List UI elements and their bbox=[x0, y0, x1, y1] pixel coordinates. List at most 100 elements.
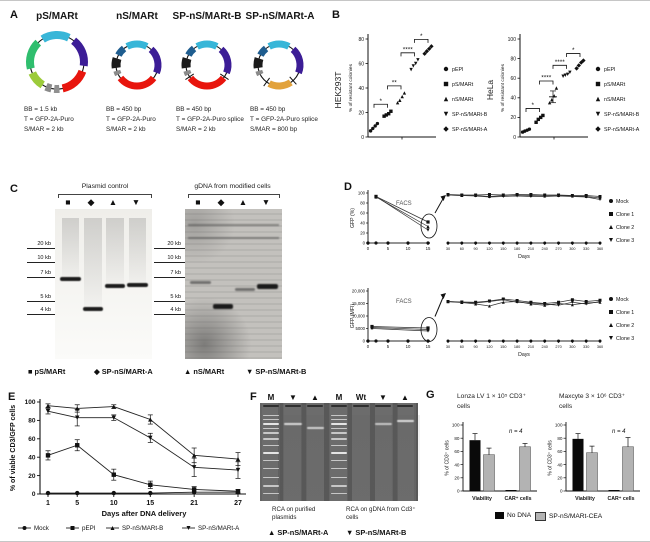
plasmid-title: SP-nS/MARt-B bbox=[168, 11, 246, 22]
svg-text:300: 300 bbox=[569, 345, 575, 349]
gel-smear bbox=[301, 415, 329, 496]
svg-text:nS/MARt: nS/MARt bbox=[604, 97, 626, 103]
lane-label: ▲ bbox=[397, 393, 413, 402]
svg-text:0: 0 bbox=[361, 135, 364, 141]
svg-text:Clone 3: Clone 3 bbox=[616, 238, 634, 244]
svg-text:**: ** bbox=[392, 79, 398, 86]
plasmid-map-sp-ns-mart-a bbox=[251, 37, 307, 93]
size-marker-label: 4 kb bbox=[40, 307, 51, 313]
gel-band bbox=[353, 405, 369, 407]
svg-text:15: 15 bbox=[426, 246, 431, 251]
svg-text:% of resistant colonies: % of resistant colonies bbox=[348, 63, 354, 112]
gel-band bbox=[235, 288, 255, 291]
gel-band bbox=[263, 460, 279, 461]
svg-text:SP-nS/MARt-B: SP-nS/MARt-B bbox=[452, 112, 488, 118]
size-marker-label: 20 kb bbox=[167, 241, 181, 247]
svg-text:15,000: 15,000 bbox=[352, 301, 366, 306]
size-marker-line bbox=[27, 301, 55, 302]
gel-band bbox=[105, 284, 125, 288]
svg-text:100: 100 bbox=[452, 423, 460, 428]
svg-text:40: 40 bbox=[510, 96, 516, 102]
gel-band bbox=[263, 485, 279, 486]
gel-blot-gdna bbox=[185, 209, 282, 359]
plasmid-segment-s-mar bbox=[190, 78, 223, 86]
svg-text:240: 240 bbox=[542, 247, 548, 251]
legend-label: pS/MARt bbox=[35, 367, 66, 376]
lane-symbol: ▲ bbox=[108, 197, 118, 207]
plasmid-segment-s-mar bbox=[269, 82, 291, 86]
legend-item: ◆ SP-nS/MARt-A bbox=[94, 367, 153, 376]
legend-label: No DNA bbox=[507, 512, 531, 519]
gel-band bbox=[257, 284, 277, 289]
gel-band bbox=[83, 307, 103, 311]
size-marker-line bbox=[154, 262, 185, 263]
svg-text:Clone 2: Clone 2 bbox=[616, 225, 634, 231]
svg-text:nS/MARt: nS/MARt bbox=[452, 97, 474, 103]
svg-text:5: 5 bbox=[387, 246, 390, 251]
size-marker-line bbox=[154, 248, 185, 249]
pre-series-Mock bbox=[366, 241, 429, 244]
svg-text:Clone 3: Clone 3 bbox=[616, 336, 634, 342]
scatter-group-SP-nS/MARt-A bbox=[422, 44, 433, 56]
size-marker-label: 20 kb bbox=[37, 241, 51, 247]
plasmid-segment-element bbox=[118, 48, 124, 55]
plasmid-segment-promoter bbox=[43, 35, 69, 39]
size-marker-label: 4 kb bbox=[170, 307, 181, 313]
scatter-group-SP-nS/MARt-B bbox=[561, 71, 571, 78]
gel-band bbox=[331, 432, 347, 433]
gel-band bbox=[263, 428, 279, 429]
svg-text:n = 4: n = 4 bbox=[509, 429, 523, 435]
svg-text:Mock: Mock bbox=[34, 525, 50, 532]
scatter-group-pEPI bbox=[369, 122, 379, 133]
gel-artifact bbox=[188, 224, 279, 226]
svg-text:40: 40 bbox=[358, 86, 364, 92]
svg-text:pS/MARt: pS/MARt bbox=[452, 82, 474, 88]
legend-item: ■ pS/MARt bbox=[28, 367, 65, 376]
lane-symbol: ▼ bbox=[131, 197, 141, 207]
svg-text:60: 60 bbox=[28, 436, 36, 443]
plasmid-segment-transgene bbox=[74, 41, 84, 66]
plasmid-title: SP-nS/MARt-A bbox=[240, 11, 320, 22]
plasmid-segment-s-mar bbox=[120, 78, 153, 86]
svg-text:360: 360 bbox=[597, 247, 603, 251]
lane-label: ▼ bbox=[285, 393, 301, 402]
plasmid-segment-promoter bbox=[127, 44, 147, 46]
gel-caption: RCA on gDNA from Cd3⁺ cells bbox=[346, 506, 422, 522]
gel-band bbox=[263, 477, 279, 478]
svg-text:*: * bbox=[531, 102, 534, 109]
size-marker-line bbox=[27, 248, 55, 249]
gel-band bbox=[331, 415, 347, 416]
legend-item: ▲ SP-nS/MARt-A bbox=[268, 528, 328, 537]
svg-text:80: 80 bbox=[510, 56, 516, 62]
svg-text:27: 27 bbox=[234, 500, 242, 507]
size-marker-label: 10 kb bbox=[37, 255, 51, 261]
plasmid-segment-r6k-ori bbox=[116, 59, 117, 68]
legend-marker: ◆ bbox=[94, 367, 100, 376]
plasmid-segment-element bbox=[188, 48, 194, 55]
gel-band bbox=[331, 477, 347, 478]
gel-band bbox=[331, 428, 347, 429]
svg-text:Days: Days bbox=[518, 352, 530, 358]
svg-text:100: 100 bbox=[358, 191, 366, 196]
scatter-group-pS/MARt bbox=[382, 110, 392, 118]
svg-text:0: 0 bbox=[367, 246, 370, 251]
gel-band bbox=[331, 452, 347, 454]
plasmid-segment-transgene bbox=[221, 49, 228, 72]
svg-text:5000: 5000 bbox=[355, 326, 365, 331]
gel-smear bbox=[62, 218, 79, 277]
svg-text:40: 40 bbox=[454, 462, 460, 467]
svg-text:20: 20 bbox=[557, 476, 563, 481]
gel-band bbox=[60, 277, 80, 281]
legend-item: ▼ SP-nS/MARt-B bbox=[346, 528, 406, 537]
scatter-group-pEPI bbox=[521, 127, 531, 133]
svg-text:150: 150 bbox=[500, 345, 506, 349]
svg-text:20: 20 bbox=[358, 110, 364, 116]
lane-symbol: ▲ bbox=[238, 197, 248, 207]
gel-band bbox=[331, 438, 347, 439]
lane-symbol: ■ bbox=[193, 197, 203, 207]
svg-text:210: 210 bbox=[528, 345, 534, 349]
